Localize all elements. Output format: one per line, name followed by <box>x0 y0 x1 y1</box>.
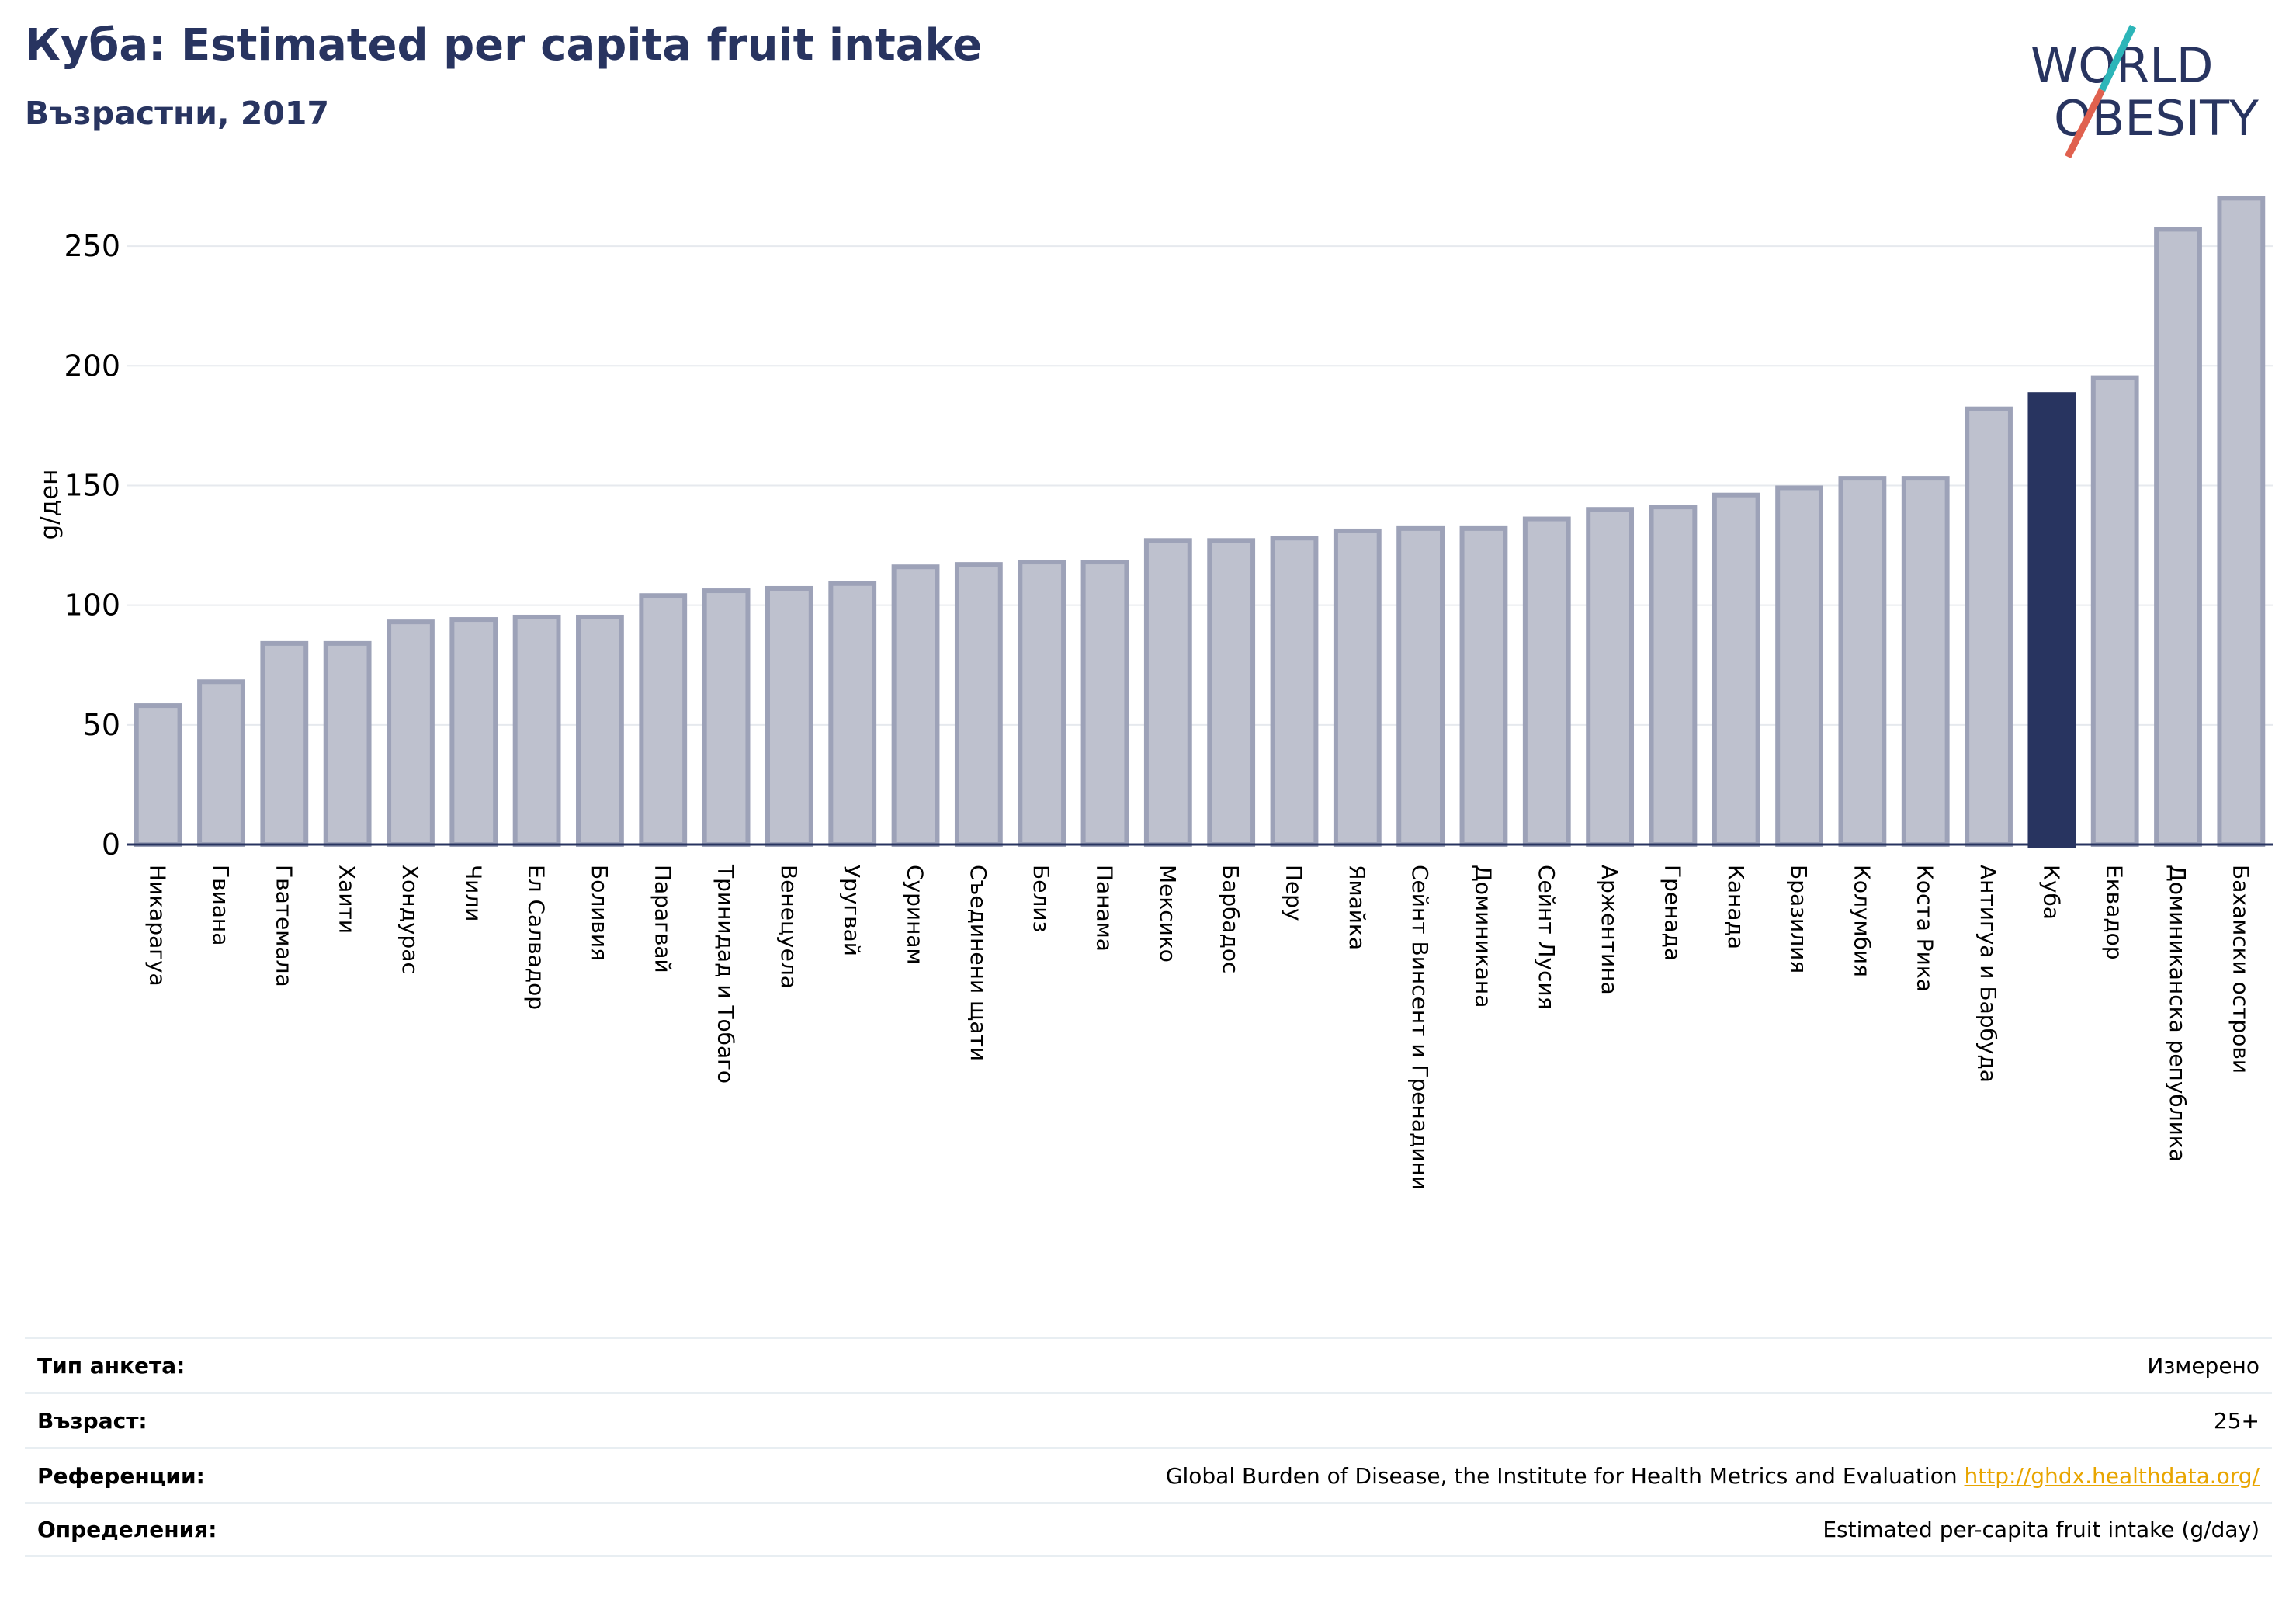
bar <box>1080 560 1129 848</box>
bar <box>2154 227 2202 847</box>
x-tick-label: Коста Рика <box>1913 865 1938 992</box>
bar <box>197 679 245 847</box>
info-key: Възраст: <box>37 1407 147 1434</box>
bar <box>702 588 751 847</box>
x-tick-label: Куба <box>2038 865 2064 920</box>
bar <box>260 640 309 848</box>
bar <box>323 640 372 848</box>
bar <box>765 585 813 847</box>
x-tick-label: Хаити <box>335 865 360 934</box>
bar <box>2090 375 2139 847</box>
x-tick-label: Суринам <box>903 865 928 965</box>
bar <box>891 564 940 847</box>
info-value: Измерено <box>2147 1352 2260 1379</box>
bar <box>1143 538 1192 847</box>
info-value-references: Global Burden of Disease, the Institute … <box>1166 1463 2260 1489</box>
info-row-references: Референции: Global Burden of Disease, th… <box>25 1447 2272 1502</box>
y-tick-label: 200 <box>64 349 120 383</box>
x-tick-label: Парагвай <box>650 865 675 973</box>
bar <box>576 614 624 847</box>
y-tick-label: 250 <box>64 229 120 263</box>
x-tick-label: Бразилия <box>1786 865 1812 973</box>
bar <box>387 619 435 847</box>
bar-highlight <box>2027 392 2076 848</box>
info-row-definitions: Определения: Estimated per-capita fruit … <box>25 1502 2272 1557</box>
info-key: Референции: <box>37 1462 205 1489</box>
bar <box>1333 528 1382 848</box>
bar <box>1649 505 1698 848</box>
bar <box>828 581 877 847</box>
x-tick-label: Бахамски острови <box>2228 865 2253 1074</box>
info-value: 25+ <box>2213 1407 2260 1434</box>
x-tick-label: Боливия <box>587 865 612 961</box>
bar <box>1838 476 1887 847</box>
info-key: Тип анкета: <box>37 1352 186 1379</box>
info-key: Определения: <box>37 1517 217 1542</box>
y-axis-label: g/ден <box>36 470 64 540</box>
chart-subtitle: Възрастни, 2017 <box>25 95 329 132</box>
x-tick-label: Еквадор <box>2102 865 2128 960</box>
reference-link[interactable]: http://ghdx.healthdata.org/ <box>1964 1462 2260 1489</box>
bar <box>1901 476 1950 847</box>
logo-slash-teal <box>2098 25 2137 92</box>
x-tick-label: Барбадос <box>1218 865 1243 973</box>
x-tick-label: Сейнт Винсент и Гренадини <box>1407 865 1433 1190</box>
x-tick-label: Перу <box>1281 865 1306 921</box>
x-tick-label: Аржентина <box>1597 865 1622 995</box>
bar <box>2217 196 2266 848</box>
x-tick-label: Гренада <box>1660 865 1685 961</box>
reference-text: Global Burden of Disease, the Institute … <box>1165 1462 1958 1489</box>
x-tick-label: Съединени щати <box>966 865 991 1061</box>
bar <box>134 703 182 847</box>
x-tick-label: Антигуа и Барбуда <box>1975 865 2001 1083</box>
x-tick-label: Мексико <box>1155 865 1181 963</box>
y-tick-label: 150 <box>64 468 120 502</box>
info-row-age: Възраст: 25+ <box>25 1392 2272 1447</box>
x-tick-label: Колумбия <box>1849 865 1875 977</box>
bar <box>639 593 688 848</box>
x-tick-label: Панама <box>1092 865 1118 952</box>
info-row-survey-type: Тип анкета: Измерено <box>25 1337 2272 1392</box>
bar <box>1396 525 1445 847</box>
bar <box>512 614 561 847</box>
x-tick-label: Тринидад и Тобаго <box>713 864 739 1084</box>
x-tick-label: Гватемала <box>271 865 297 987</box>
info-table: Тип анкета: Измерено Възраст: 25+ Рефере… <box>25 1337 2272 1557</box>
bar <box>1207 538 1256 847</box>
x-tick-label: Чили <box>460 865 486 922</box>
x-tick-label: Сейнт Лусия <box>1534 865 1559 1010</box>
x-tick-label: Канада <box>1723 865 1749 949</box>
bar <box>449 617 498 848</box>
bar <box>1459 525 1508 847</box>
x-tick-label: Венецуела <box>776 865 802 989</box>
chart-title: Куба: Estimated per capita fruit intake <box>25 20 983 71</box>
x-tick-label: Доминикана <box>1470 865 1496 1008</box>
bar <box>1712 492 1760 847</box>
bar-chart: 0 50 100 150 200 250 g/ден Никарагуа Гвиана Гвате… <box>36 196 2273 1190</box>
x-tick-label: Ел Салвадор <box>524 865 550 1010</box>
x-tick-label: Никарагуа <box>145 865 171 987</box>
bar <box>1522 516 1571 847</box>
world-obesity-logo[interactable]: WORLD OBESITY <box>2018 19 2282 166</box>
x-tick-label: Доминиканска република <box>2165 865 2190 1162</box>
bar <box>954 562 1003 847</box>
logo-slash-red <box>2064 88 2106 159</box>
info-value: Estimated per-capita fruit intake (g/day… <box>1823 1517 2260 1542</box>
bar <box>1965 406 2013 847</box>
bar <box>1586 507 1635 847</box>
x-tick-label: Ямайка <box>1344 865 1370 950</box>
bar <box>1775 485 1823 847</box>
y-tick-label: 100 <box>64 588 120 623</box>
x-tick-label: Хондурас <box>397 865 423 974</box>
x-tick-label: Гвиана <box>208 865 234 945</box>
bar <box>1270 536 1319 848</box>
bar <box>1018 560 1066 848</box>
y-tick-label: 50 <box>83 708 120 742</box>
x-tick-label: Белиз <box>1028 865 1054 932</box>
y-tick-label: 0 <box>102 827 120 862</box>
x-tick-label: Уругвай <box>839 865 865 956</box>
